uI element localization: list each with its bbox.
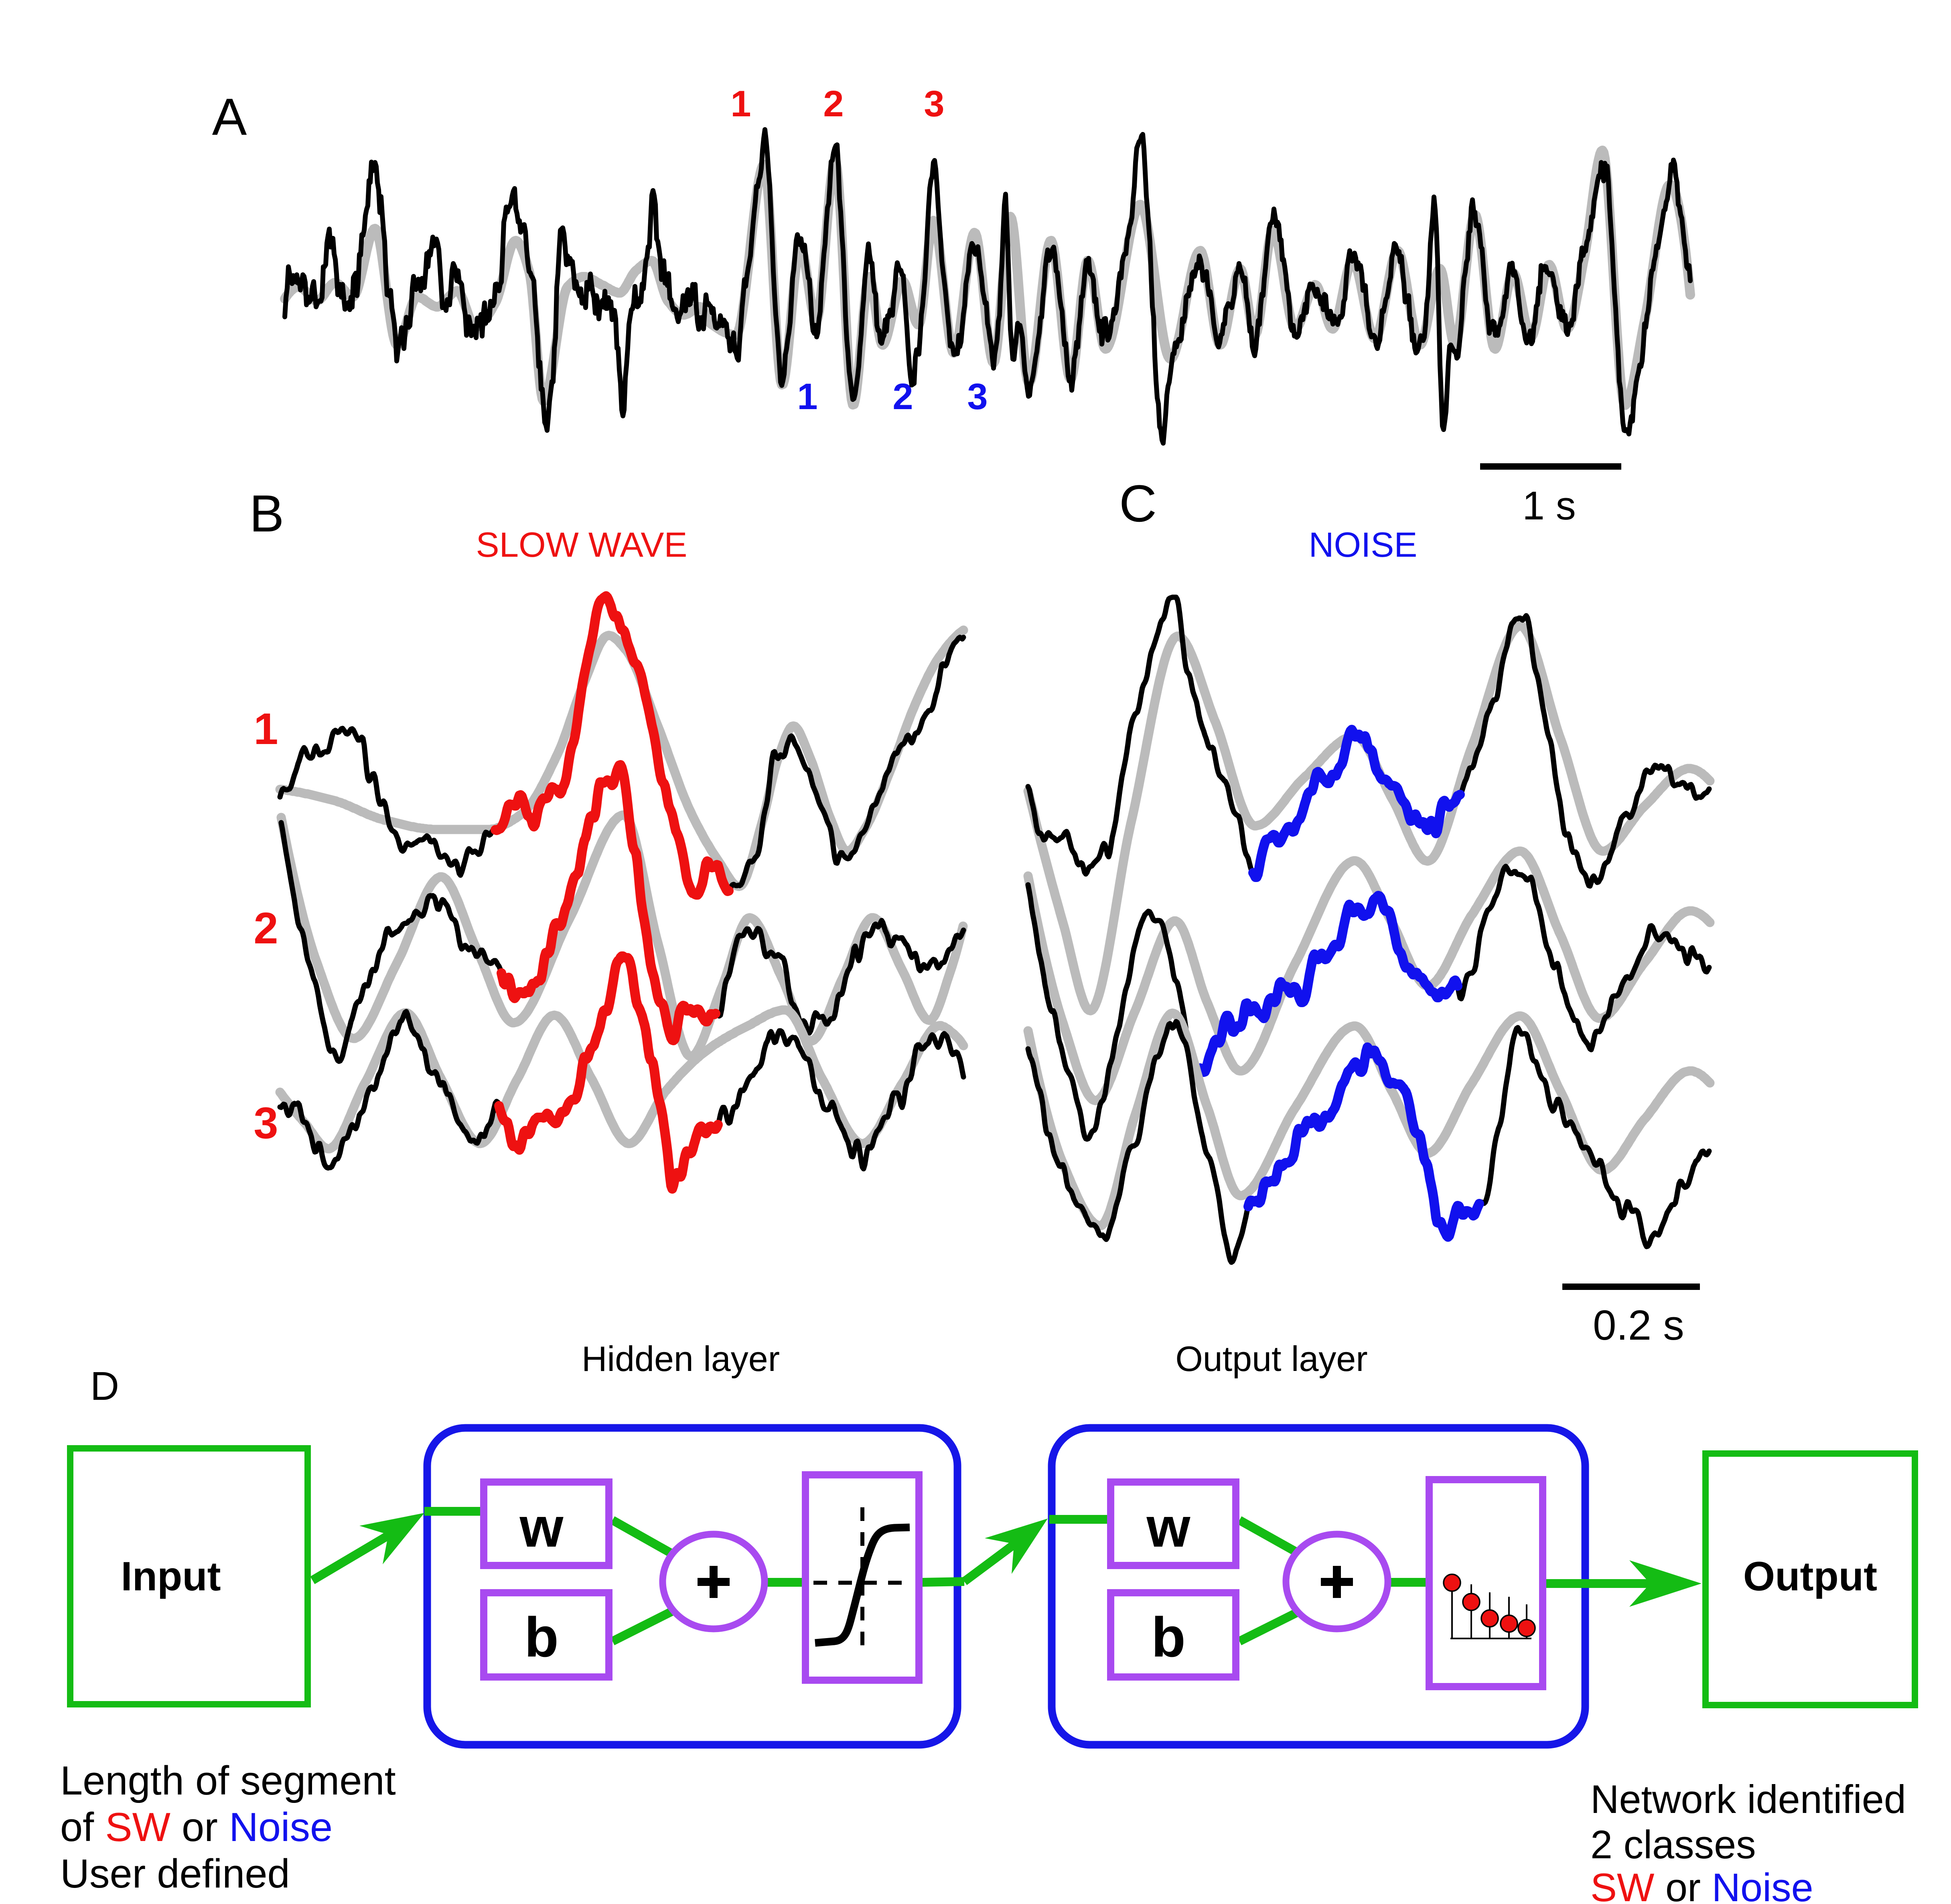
svg-text:Hidden layer: Hidden layer <box>582 1339 780 1379</box>
svg-text:B: B <box>249 484 284 543</box>
svg-text:b: b <box>524 1606 559 1669</box>
svg-text:Input: Input <box>121 1553 221 1599</box>
svg-text:2: 2 <box>254 904 278 953</box>
svg-text:1: 1 <box>730 83 751 124</box>
svg-text:2 classes: 2 classes <box>1590 1822 1756 1867</box>
svg-text:D: D <box>90 1364 119 1409</box>
svg-text:A: A <box>212 87 247 146</box>
svg-text:C: C <box>1119 474 1157 533</box>
svg-text:3: 3 <box>924 83 944 124</box>
svg-text:1 s: 1 s <box>1522 483 1576 528</box>
svg-text:Output layer: Output layer <box>1175 1339 1367 1379</box>
svg-text:Network identified: Network identified <box>1590 1777 1906 1821</box>
svg-text:SW or Noise: SW or Noise <box>1590 1865 1813 1902</box>
svg-text:b: b <box>1151 1606 1186 1669</box>
svg-text:1: 1 <box>254 704 278 754</box>
svg-text:Length of segment: Length of segment <box>60 1758 396 1803</box>
svg-text:2: 2 <box>823 83 844 124</box>
svg-text:w: w <box>1146 1496 1191 1559</box>
svg-text:w: w <box>519 1496 564 1559</box>
svg-text:User defined: User defined <box>60 1851 290 1896</box>
svg-text:of SW or Noise: of SW or Noise <box>60 1805 333 1850</box>
svg-text:SLOW WAVE: SLOW WAVE <box>476 525 688 564</box>
svg-text:NOISE: NOISE <box>1309 525 1418 564</box>
svg-text:0.2 s: 0.2 s <box>1593 1302 1684 1349</box>
svg-text:3: 3 <box>254 1099 278 1148</box>
svg-text:1: 1 <box>797 376 817 417</box>
svg-text:Output: Output <box>1743 1553 1877 1599</box>
svg-text:3: 3 <box>967 376 988 417</box>
